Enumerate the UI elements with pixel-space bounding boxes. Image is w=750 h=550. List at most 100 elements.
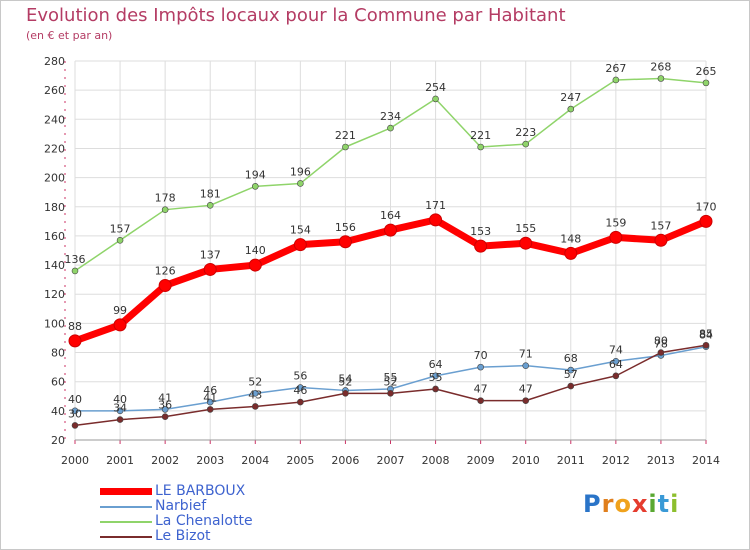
- x-tick-label: 2002: [151, 454, 179, 467]
- data-point: [251, 403, 259, 410]
- y-tick-label: 180: [44, 201, 65, 214]
- data-point: [71, 267, 79, 275]
- data-point: [432, 372, 439, 380]
- logo-letter: i: [648, 490, 658, 518]
- data-point: [432, 385, 439, 393]
- x-tick-label: 2000: [61, 454, 89, 467]
- x-tick-label: 2007: [377, 454, 405, 467]
- data-label: 88: [68, 320, 82, 333]
- data-label: 74: [609, 343, 623, 356]
- data-point: [297, 384, 304, 391]
- y-tick-label: 280: [44, 55, 65, 68]
- data-label: 154: [290, 224, 311, 237]
- data-labels: 88 99 126 137 140 154 156 164 171 153 155 148 159 157…: [65, 60, 717, 420]
- data-point: [522, 362, 530, 369]
- logo-letter: i: [670, 490, 680, 518]
- data-point: [429, 213, 443, 227]
- data-label: 159: [605, 216, 626, 229]
- data-label: 41: [158, 391, 172, 404]
- data-point: [702, 341, 710, 349]
- data-label: 52: [248, 375, 262, 388]
- data-label: 178: [155, 192, 176, 205]
- data-label: 52: [384, 375, 398, 388]
- data-point: [702, 79, 710, 87]
- x-tick-label: 2003: [196, 454, 224, 467]
- data-point: [567, 105, 575, 113]
- data-label: 156: [335, 221, 356, 234]
- data-label: 265: [696, 65, 717, 78]
- data-point: [251, 183, 259, 190]
- y-tick-label: 40: [51, 405, 65, 418]
- legend-swatch-le-bizot: [100, 536, 152, 538]
- data-label: 221: [470, 129, 491, 142]
- data-point: [477, 397, 484, 404]
- data-point: [116, 407, 124, 415]
- data-label: 55: [384, 371, 398, 384]
- y-tick-label: 60: [51, 376, 65, 389]
- data-label: 164: [380, 209, 401, 222]
- data-point: [161, 206, 169, 213]
- data-point: [657, 349, 665, 356]
- data-label: 254: [425, 81, 446, 94]
- data-point: [522, 397, 530, 404]
- data-point: [612, 76, 620, 84]
- data-point: [519, 236, 533, 250]
- data-label: 268: [650, 60, 671, 73]
- y-tick-label: 160: [44, 230, 65, 243]
- data-point: [387, 390, 394, 397]
- data-label: 71: [519, 348, 533, 361]
- data-label: 34: [113, 402, 127, 415]
- y-tick-label: 200: [44, 172, 65, 185]
- data-point: [248, 258, 262, 272]
- data-label: 170: [696, 200, 717, 213]
- y-tick-label: 140: [44, 259, 65, 272]
- x-tick-label: 2011: [557, 454, 585, 467]
- legend-label: La Chenalotte: [155, 513, 253, 529]
- data-point: [297, 398, 304, 406]
- data-label: 267: [605, 62, 626, 75]
- y-tick-label: 20: [51, 434, 65, 447]
- data-label: 47: [519, 383, 533, 396]
- data-point: [161, 413, 169, 420]
- data-label: 155: [515, 222, 536, 235]
- data-label: 36: [158, 399, 172, 412]
- data-label: 153: [470, 225, 491, 238]
- data-point: [68, 334, 82, 348]
- data-point: [297, 180, 304, 187]
- data-label: 234: [380, 110, 401, 123]
- data-label: 54: [338, 372, 352, 385]
- x-tick-label: 2010: [512, 454, 540, 467]
- data-label: 171: [425, 199, 446, 212]
- legend-swatch-le-barboux: [100, 488, 152, 495]
- data-point: [564, 246, 578, 260]
- data-label: 64: [609, 358, 623, 371]
- data-point: [384, 223, 397, 237]
- data-label: 194: [245, 168, 266, 181]
- logo-letter: o: [614, 490, 632, 518]
- data-point: [474, 239, 488, 253]
- data-label: 46: [203, 384, 217, 397]
- data-label: 85: [699, 327, 713, 340]
- legend-label: Narbief: [155, 498, 207, 514]
- axes: 2040608010012014016018020022024026028020…: [44, 55, 720, 467]
- data-point: [522, 140, 530, 148]
- data-point: [609, 230, 623, 244]
- data-label: 99: [113, 304, 127, 317]
- data-point: [113, 318, 127, 332]
- data-point: [342, 390, 349, 397]
- data-label: 46: [293, 384, 307, 397]
- data-point: [567, 382, 575, 390]
- data-label: 47: [474, 383, 488, 396]
- data-label: 70: [474, 349, 488, 362]
- data-point: [612, 372, 620, 380]
- data-point: [699, 214, 713, 228]
- logo-letter: x: [631, 490, 649, 518]
- data-point: [203, 262, 217, 276]
- data-point: [477, 363, 484, 371]
- x-tick-label: 2012: [602, 454, 630, 467]
- data-label: 126: [155, 264, 176, 277]
- data-point: [293, 238, 307, 252]
- data-point: [342, 143, 349, 151]
